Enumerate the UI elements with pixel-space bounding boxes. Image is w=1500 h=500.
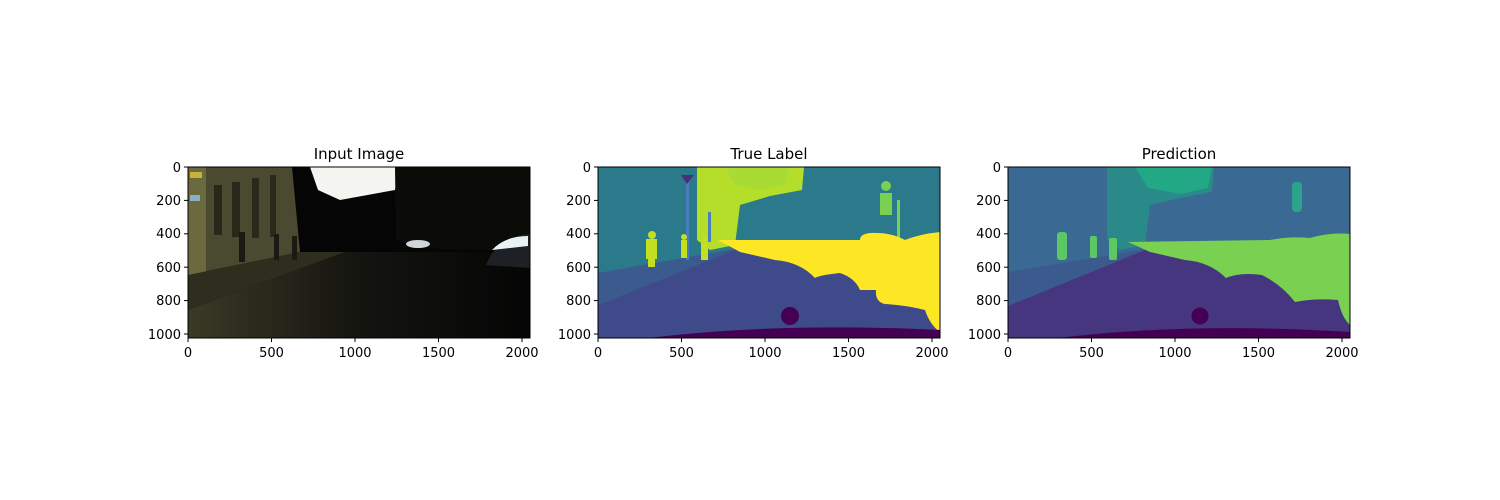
y-ticks: 0 200 400 600 800 1000 [148,161,188,343]
y-ticks: 0 200 400 600 800 1000 [968,161,1008,343]
x-tick-label: 0 [184,346,192,361]
x-tick-label: 500 [669,346,694,361]
x-ticks: 0 500 1000 1500 2000 [594,338,949,361]
input-photo [188,167,530,338]
x-tick-label: 500 [259,346,284,361]
axes-frame [187,166,531,339]
x-tick-label: 1000 [338,346,371,361]
y-tick-label: 600 [976,261,1001,276]
panel-title-prediction: Prediction [1142,145,1217,163]
y-tick-label: 0 [993,161,1001,176]
axes-frame [597,166,941,339]
true-label-map [598,167,940,338]
y-tick-label: 1000 [148,328,181,343]
panel-input-image: Input Image [148,145,539,361]
y-tick-label: 1000 [968,328,1001,343]
y-tick-label: 200 [156,194,181,209]
y-tick-label: 600 [156,261,181,276]
y-tick-label: 400 [976,227,1001,242]
y-tick-label: 800 [566,294,591,309]
x-tick-label: 1000 [748,346,781,361]
y-tick-label: 800 [976,294,1001,309]
x-tick-label: 1500 [832,346,865,361]
x-tick-label: 2000 [1325,346,1358,361]
y-tick-label: 0 [583,161,591,176]
x-ticks: 0 500 1000 1500 2000 [184,338,539,361]
panel-title-input-image: Input Image [314,145,405,163]
x-tick-label: 0 [594,346,602,361]
panel-title-true-label: True Label [729,145,807,163]
y-tick-label: 200 [566,194,591,209]
x-tick-label: 1500 [422,346,455,361]
x-tick-label: 1000 [1158,346,1191,361]
x-ticks: 0 500 1000 1500 2000 [1004,338,1359,361]
y-tick-label: 1000 [558,328,591,343]
x-tick-label: 0 [1004,346,1012,361]
y-tick-label: 0 [173,161,181,176]
y-tick-label: 200 [976,194,1001,209]
prediction-map [1008,167,1350,338]
y-tick-label: 600 [566,261,591,276]
y-tick-label: 400 [156,227,181,242]
x-tick-label: 2000 [915,346,948,361]
x-tick-label: 500 [1079,346,1104,361]
y-ticks: 0 200 400 600 800 1000 [558,161,598,343]
y-tick-label: 400 [566,227,591,242]
panel-prediction: Prediction [968,145,1359,361]
axes-frame [1007,166,1351,339]
x-tick-label: 2000 [505,346,538,361]
y-tick-label: 800 [156,294,181,309]
panel-true-label: True Label [558,145,949,361]
x-tick-label: 1500 [1242,346,1275,361]
